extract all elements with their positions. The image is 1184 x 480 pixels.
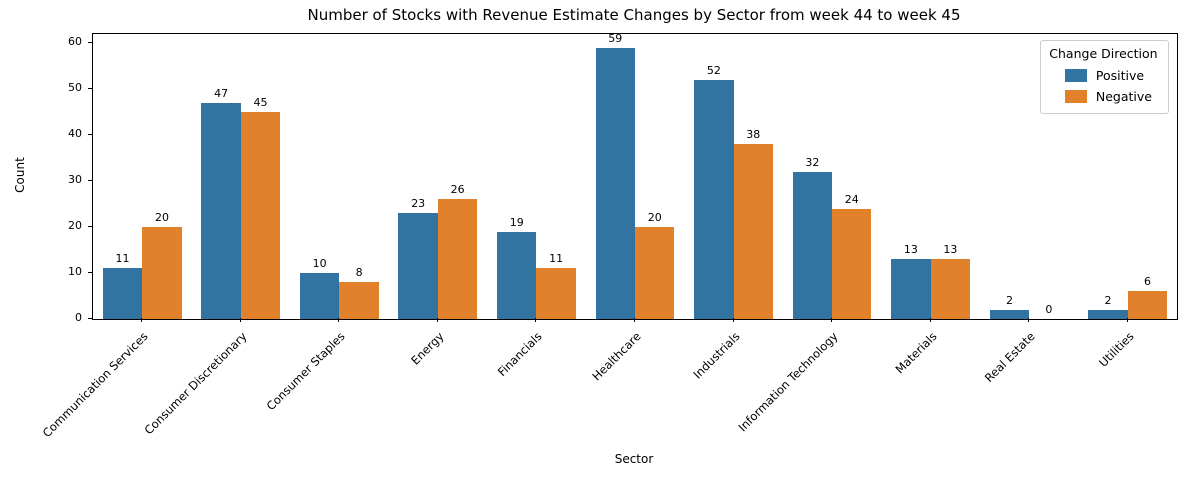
bar-negative-3	[437, 199, 478, 319]
legend: Change Direction Positive Negative	[1039, 40, 1169, 114]
y-tick-label: 10	[68, 265, 82, 279]
bar-value-label: 20	[647, 211, 662, 225]
x-tick-mark	[141, 318, 143, 322]
x-tick-label: Energy	[408, 329, 447, 368]
bar-value-label: 11	[115, 252, 130, 266]
bar-value-label: 52	[706, 63, 721, 77]
bar-negative-10	[1127, 291, 1168, 319]
bar-positive-7	[792, 171, 833, 319]
bar-positive-1	[201, 102, 241, 319]
legend-label: Negative	[1095, 89, 1152, 104]
y-tick-label: 0	[75, 311, 82, 324]
bar-value-label: 11	[549, 252, 564, 266]
legend-item-positive: Positive	[1049, 65, 1158, 86]
x-tick-mark	[929, 318, 931, 322]
y-tick-label: 60	[68, 35, 82, 49]
bar-positive-9	[989, 309, 1030, 319]
y-tick-mark	[88, 318, 92, 319]
bar-positive-4	[497, 231, 537, 319]
bar-positive-8	[891, 259, 931, 319]
legend-item-negative: Negative	[1049, 86, 1158, 107]
y-tick-mark	[88, 180, 92, 182]
x-tick-label: Healthcare	[589, 329, 644, 384]
bar-negative-4	[536, 268, 576, 319]
x-tick-mark	[634, 318, 635, 322]
x-tick-mark	[1028, 318, 1030, 322]
y-tick-label: 20	[68, 219, 82, 233]
legend-swatch-positive	[1064, 69, 1087, 82]
x-tick-label: Communication Services	[39, 329, 151, 441]
y-tick-label: 50	[68, 81, 82, 95]
bar-positive-5	[595, 47, 635, 319]
bar-value-label: 10	[312, 257, 327, 271]
x-tick-mark	[1126, 318, 1128, 322]
x-tick-label: Industrials	[689, 329, 743, 382]
x-axis-label: Sector	[614, 452, 654, 466]
x-tick-label: Materials	[892, 329, 940, 377]
y-tick-label: 40	[68, 127, 82, 141]
bar-value-label: 13	[943, 243, 958, 257]
bar-value-label: 38	[746, 128, 761, 142]
bar-positive-3	[398, 213, 438, 319]
bar-negative-8	[930, 259, 971, 319]
bar-negative-2	[339, 282, 379, 319]
bar-value-label: 45	[253, 96, 268, 110]
legend-swatch-negative	[1064, 90, 1087, 103]
bar-value-label: 8	[355, 266, 363, 280]
x-tick-mark	[239, 318, 241, 322]
bar-value-label: 0	[1045, 303, 1053, 316]
bar-negative-5	[635, 227, 675, 319]
bar-value-label: 6	[1143, 275, 1151, 289]
x-tick-mark	[338, 318, 340, 322]
chart-title: Number of Stocks with Revenue Estimate C…	[307, 6, 961, 24]
bar-negative-6	[733, 144, 773, 319]
bar-negative-1	[240, 112, 281, 319]
bar-value-label: 32	[805, 155, 820, 169]
y-tick-mark	[88, 272, 92, 274]
x-tick-mark	[831, 318, 833, 322]
y-axis-label: Count	[13, 157, 27, 193]
bar-value-label: 2	[1005, 293, 1013, 307]
bar-value-label: 47	[214, 86, 229, 100]
bar-value-label: 59	[608, 31, 623, 45]
x-tick-label: Financials	[495, 329, 546, 379]
y-tick-mark	[88, 226, 92, 228]
x-tick-label: Information Technology	[735, 329, 841, 435]
y-tick-mark	[88, 88, 92, 90]
y-tick-label: 30	[68, 173, 82, 187]
bar-positive-10	[1088, 309, 1128, 319]
bar-value-label: 24	[844, 192, 859, 206]
bar-positive-2	[299, 273, 340, 319]
bar-value-label: 19	[509, 215, 524, 229]
x-tick-mark	[535, 318, 537, 322]
x-tick-mark	[732, 318, 734, 322]
bar-negative-0	[142, 227, 182, 319]
bar-positive-0	[102, 268, 143, 319]
plot-area: 11 47 10 23 19 59 52 32 13 2 2 20 45 8 26 11 20 38 24 13 0 6	[92, 31, 1178, 320]
bar-value-label: 26	[450, 183, 465, 197]
legend-label: Positive	[1095, 68, 1145, 83]
y-tick-mark	[88, 134, 92, 136]
x-tick-label: Utilities	[1095, 329, 1137, 370]
bar-negative-7	[832, 208, 872, 319]
legend-title: Change Direction	[1049, 46, 1158, 61]
bar-value-label: 20	[154, 211, 169, 225]
bar-positive-6	[694, 79, 734, 319]
x-tick-label: Real Estate	[982, 329, 1038, 385]
bar-value-label: 2	[1104, 293, 1112, 307]
x-tick-label: Consumer Staples	[264, 329, 348, 414]
bar-value-label: 23	[411, 197, 426, 211]
x-tick-label: Consumer Discretionary	[141, 329, 250, 438]
legend-items: Positive Negative	[1049, 65, 1158, 107]
y-tick-mark	[88, 42, 92, 44]
x-tick-mark	[436, 318, 438, 322]
bar-value-label: 13	[903, 243, 918, 257]
